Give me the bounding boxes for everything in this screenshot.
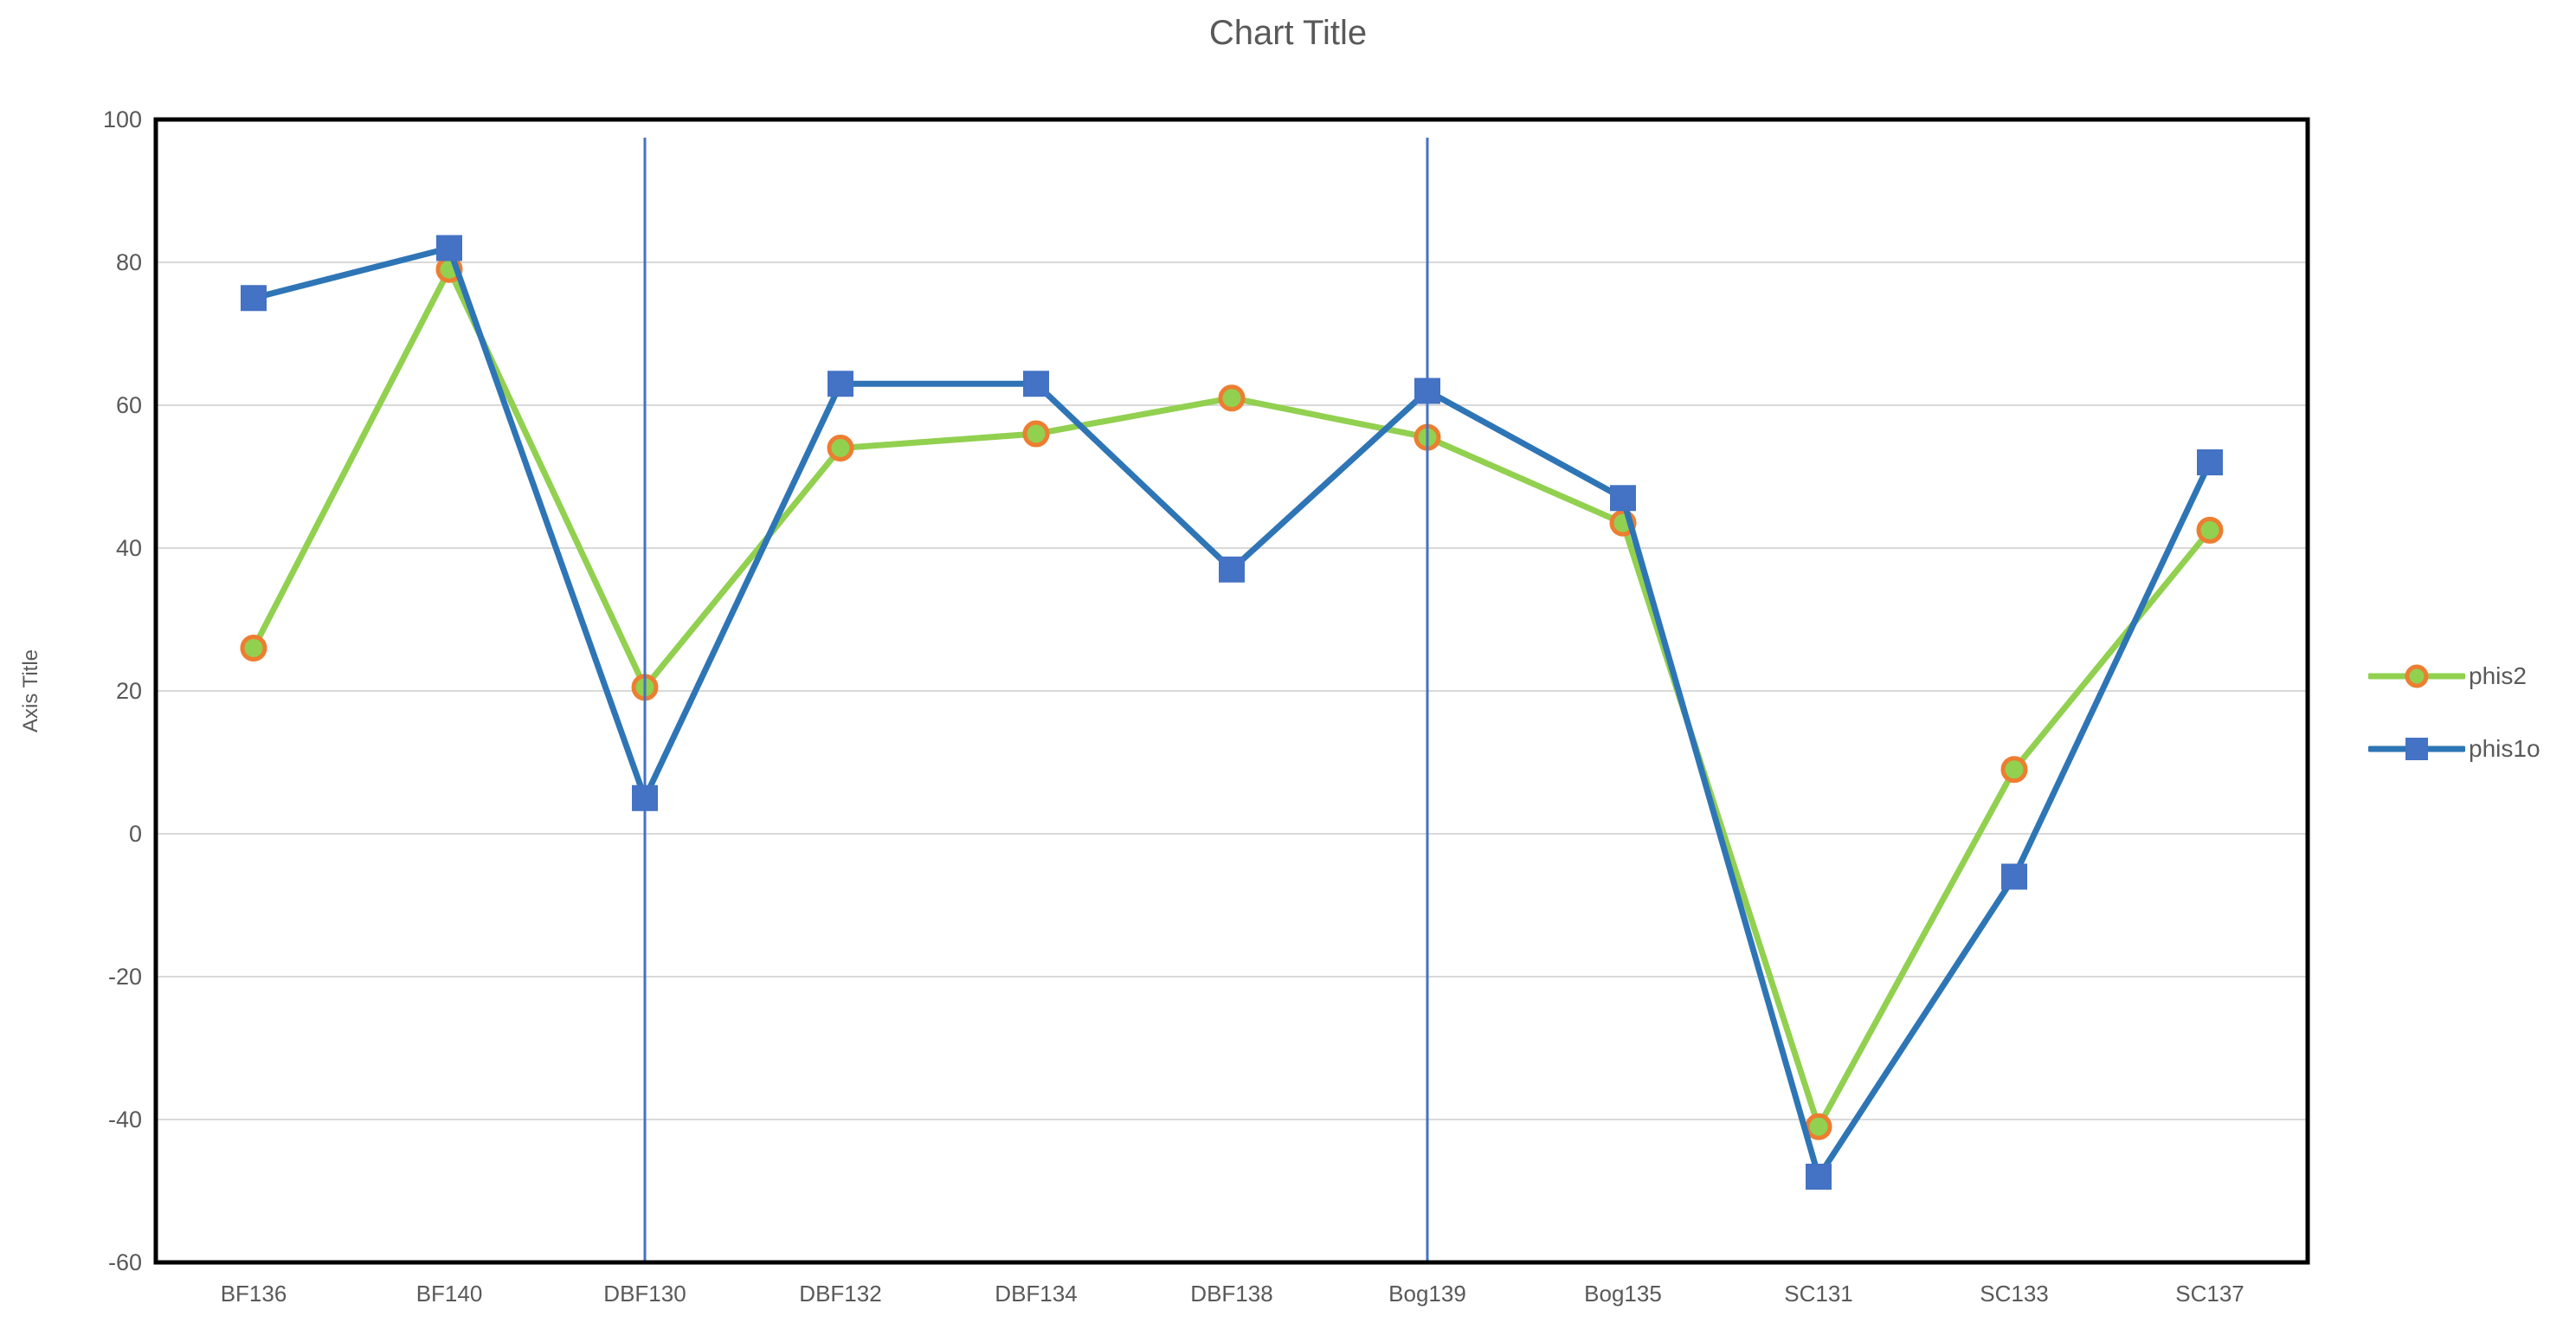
svg-text:DBF134: DBF134 <box>995 1281 1077 1307</box>
legend-label-phis2: phis2 <box>2469 662 2527 689</box>
svg-text:DBF130: DBF130 <box>603 1281 686 1307</box>
svg-text:SC137: SC137 <box>2175 1281 2244 1307</box>
legend: phis2 phis1o <box>2368 648 2541 793</box>
svg-text:Bog135: Bog135 <box>1584 1281 1662 1307</box>
legend-item-phis2[interactable]: phis2 <box>2368 648 2541 705</box>
svg-text:BF140: BF140 <box>416 1281 483 1307</box>
svg-text:80: 80 <box>116 249 142 275</box>
legend-label-phis1o: phis1o <box>2469 735 2541 762</box>
svg-text:100: 100 <box>103 106 142 132</box>
svg-text:-60: -60 <box>108 1249 142 1275</box>
svg-text:SC133: SC133 <box>1980 1281 2049 1307</box>
phis1o-line-square-swatch <box>2368 738 2465 760</box>
svg-text:DBF132: DBF132 <box>799 1281 881 1307</box>
svg-text:BF136: BF136 <box>221 1281 287 1307</box>
svg-text:-20: -20 <box>108 964 142 990</box>
svg-text:SC131: SC131 <box>1784 1281 1853 1307</box>
svg-text:DBF138: DBF138 <box>1190 1281 1272 1307</box>
phis2-line-circle-swatch <box>2368 664 2465 688</box>
legend-item-phis1o[interactable]: phis1o <box>2368 720 2541 778</box>
svg-text:60: 60 <box>116 392 142 418</box>
svg-text:-40: -40 <box>108 1107 142 1133</box>
svg-text:Bog139: Bog139 <box>1388 1281 1466 1307</box>
svg-text:40: 40 <box>116 535 142 561</box>
svg-text:0: 0 <box>129 821 142 847</box>
chart-title[interactable]: Chart Title <box>1208 14 1368 52</box>
svg-text:20: 20 <box>116 678 142 704</box>
